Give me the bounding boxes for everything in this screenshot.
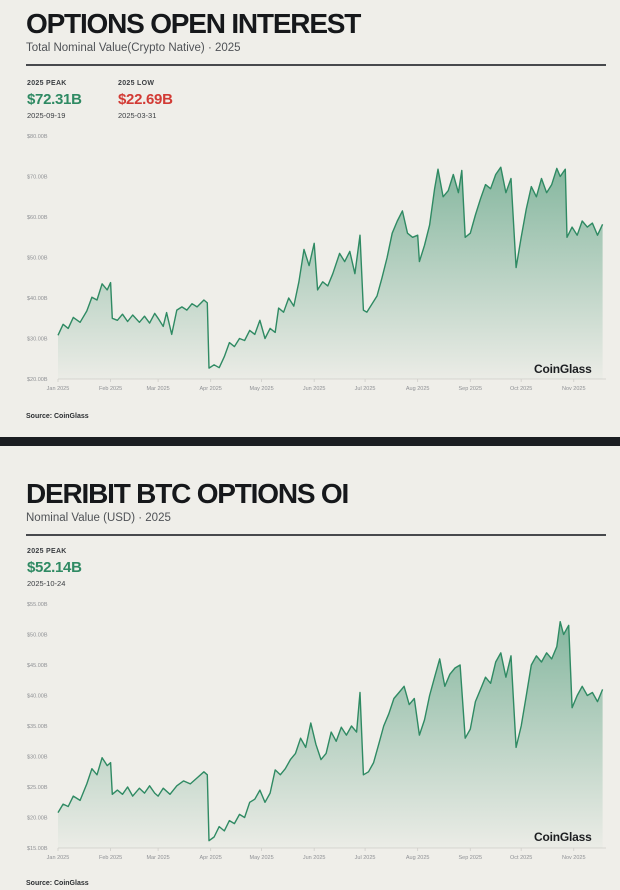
x-tick-label: Oct 2025 <box>510 386 532 392</box>
title-divider <box>26 64 606 66</box>
series-area <box>58 621 603 848</box>
low-stat: 2025 LOW $22.69B 2025-03-31 <box>118 80 173 120</box>
x-tick-label: Feb 2025 <box>99 855 122 861</box>
series-line <box>57 621 604 842</box>
x-tick-label: Aug 2025 <box>406 855 430 861</box>
x-tick-label: Sep 2025 <box>458 386 482 392</box>
peak-value: $72.31B <box>27 91 82 108</box>
low-label: 2025 LOW <box>118 80 155 87</box>
peak-value: $52.14B <box>27 559 82 576</box>
y-tick-label: $55.00B <box>27 602 48 608</box>
y-tick-label: $50.00B <box>27 256 48 262</box>
y-tick-label: $30.00B <box>27 755 48 761</box>
y-tick-label: $40.00B <box>27 694 48 700</box>
x-tick-label: Sep 2025 <box>458 855 482 861</box>
y-tick-label: $20.00B <box>27 816 48 822</box>
source-note: Source: CoinGlass <box>26 413 89 420</box>
coinglass-logo: CoinGlass <box>534 830 592 844</box>
y-tick-label: $30.00B <box>27 337 48 343</box>
x-tick-label: May 2025 <box>250 855 274 861</box>
y-tick-label: $35.00B <box>27 724 48 730</box>
low-value: $22.69B <box>118 91 173 108</box>
x-tick-label: Nov 2025 <box>562 855 586 861</box>
deribit-chart: $15.00B $20.00B $25.00B $30.00B $35.00B $40.0… <box>27 602 606 861</box>
deribit-panel: DERIBIT BTC OPTIONS OI Nominal Value (US… <box>0 446 620 890</box>
y-tick-label: $25.00B <box>27 785 48 791</box>
chart-title: OPTIONS OPEN INTEREST <box>26 8 361 39</box>
x-tick-label: Jan 2025 <box>47 855 70 861</box>
x-tick-label: Aug 2025 <box>406 386 430 392</box>
peak-label: 2025 PEAK <box>27 80 67 87</box>
low-date: 2025-03-31 <box>118 111 157 120</box>
x-tick-label: Jul 2025 <box>355 855 376 861</box>
chart-title: DERIBIT BTC OPTIONS OI <box>26 478 349 509</box>
x-tick-label: Jun 2025 <box>303 855 326 861</box>
x-tick-label: Mar 2025 <box>146 386 169 392</box>
open-interest-chart: $20.00B $30.00B $40.00B $50.00B $60.00B $70.0… <box>27 134 606 392</box>
chart-subtitle: Total Nominal Value(Crypto Native) · 202… <box>26 42 241 54</box>
x-tick-label: Feb 2025 <box>99 386 122 392</box>
series-line <box>57 166 604 369</box>
y-tick-label: $45.00B <box>27 663 48 669</box>
y-tick-label: $80.00B <box>27 134 48 140</box>
x-tick-label: Apr 2025 <box>200 855 222 861</box>
peak-stat: 2025 PEAK $72.31B 2025-09-19 <box>27 80 82 120</box>
x-tick-label: Jan 2025 <box>47 386 70 392</box>
source-note: Source: CoinGlass <box>26 880 89 887</box>
y-tick-label: $20.00B <box>27 377 48 383</box>
chart-subtitle: Nominal Value (USD) · 2025 <box>26 512 171 524</box>
x-tick-label: May 2025 <box>250 386 274 392</box>
series-area <box>58 167 603 379</box>
x-tick-label: Oct 2025 <box>510 855 532 861</box>
y-tick-label: $70.00B <box>27 175 48 181</box>
y-tick-label: $40.00B <box>27 296 48 302</box>
y-tick-label: $15.00B <box>27 846 48 852</box>
peak-stat: 2025 PEAK $52.14B 2025-10-24 <box>27 548 82 588</box>
peak-date: 2025-09-19 <box>27 111 66 120</box>
x-tick-label: Jul 2025 <box>355 386 376 392</box>
x-tick-label: Apr 2025 <box>200 386 222 392</box>
coinglass-logo: CoinGlass <box>534 362 592 376</box>
x-tick-label: Nov 2025 <box>562 386 586 392</box>
x-tick-label: Mar 2025 <box>146 855 169 861</box>
y-tick-label: $50.00B <box>27 633 48 639</box>
title-divider <box>26 534 606 536</box>
x-tick-label: Jun 2025 <box>303 386 326 392</box>
y-tick-label: $60.00B <box>27 215 48 221</box>
open-interest-panel: OPTIONS OPEN INTEREST Total Nominal Valu… <box>0 0 620 437</box>
peak-label: 2025 PEAK <box>27 548 67 555</box>
peak-date: 2025-10-24 <box>27 579 66 588</box>
